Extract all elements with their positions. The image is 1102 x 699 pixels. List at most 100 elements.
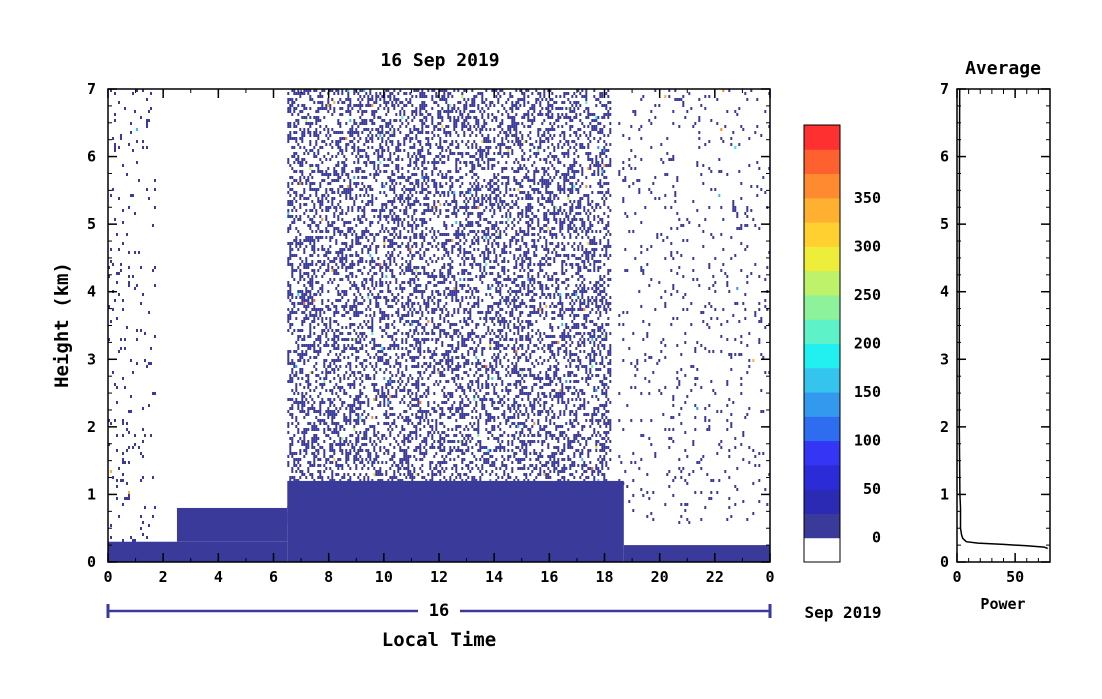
- heatmap-cell: [395, 476, 398, 479]
- heatmap-cell: [309, 218, 312, 221]
- heatmap-cell: [349, 413, 352, 416]
- heatmap-cell: [419, 92, 422, 95]
- heatmap-cell: [339, 359, 342, 362]
- heatmap-cell: [289, 437, 292, 440]
- heatmap-cell: [423, 440, 426, 443]
- heatmap-cell: [301, 392, 304, 395]
- heatmap-cell: [451, 395, 454, 398]
- heatmap-cell: [136, 284, 138, 287]
- heatmap-cell: [333, 404, 336, 407]
- heatmap-cell: [453, 332, 456, 335]
- heatmap-cell: [457, 308, 460, 311]
- heatmap-cell: [371, 383, 374, 386]
- heatmap-cell: [369, 326, 372, 329]
- heatmap-cell: [291, 263, 294, 266]
- heatmap-cell: [439, 314, 442, 317]
- heatmap-cell: [449, 143, 452, 146]
- heatmap-cell: [329, 239, 332, 242]
- heatmap-cell: [299, 95, 302, 98]
- heatmap-cell: [327, 428, 330, 431]
- heatmap-cell: [309, 314, 312, 317]
- heatmap-cell: [319, 107, 322, 110]
- heatmap-cell: [379, 317, 382, 320]
- heatmap-cell: [415, 113, 418, 116]
- heatmap-cell: [369, 278, 372, 281]
- heatmap-cell: [445, 401, 448, 404]
- heatmap-cell: [421, 107, 424, 110]
- heatmap-cell: [305, 443, 308, 446]
- heatmap-cell: [453, 116, 456, 119]
- heatmap-cell: [359, 431, 362, 434]
- heatmap-cell: [347, 131, 350, 134]
- heatmap-cell: [305, 203, 308, 206]
- heatmap-cell: [435, 380, 438, 383]
- heatmap-cell: [389, 92, 392, 95]
- heatmap-cell: [337, 290, 340, 293]
- heatmap-cell: [365, 92, 368, 95]
- heatmap-cell: [339, 380, 342, 383]
- heatmap-cell: [397, 215, 400, 218]
- heatmap-cell: [469, 128, 472, 131]
- heatmap-cell: [337, 431, 340, 434]
- heatmap-cell: [465, 320, 468, 323]
- heatmap-cell: [353, 89, 356, 92]
- heatmap-cell: [473, 242, 476, 245]
- heatmap-cell: [317, 197, 320, 200]
- heatmap-cell: [419, 419, 422, 422]
- heatmap-cell: [351, 263, 354, 266]
- heatmap-cell: [315, 122, 318, 125]
- heatmap-cell: [403, 323, 406, 326]
- heatmap-cell: [415, 446, 418, 449]
- heatmap-cell: [319, 230, 322, 233]
- heatmap-cell: [403, 449, 406, 452]
- heatmap-cell: [385, 194, 388, 197]
- heatmap-cell: [345, 236, 348, 239]
- heatmap-cell: [377, 404, 380, 407]
- heatmap-cell: [289, 398, 292, 401]
- heatmap-cell: [307, 347, 310, 350]
- heatmap-cell: [447, 293, 450, 296]
- heatmap-cell: [453, 401, 456, 404]
- heatmap-cell: [333, 332, 336, 335]
- heatmap-cell: [297, 428, 300, 431]
- heatmap-cell: [365, 434, 368, 437]
- heatmap-cell: [437, 302, 440, 305]
- heatmap-cell: [329, 206, 332, 209]
- heatmap-cell: [313, 461, 316, 464]
- heatmap-cell: [445, 200, 448, 203]
- heatmap-cell: [335, 299, 338, 302]
- heatmap-cell: [447, 332, 450, 335]
- heatmap-cell: [401, 461, 404, 464]
- heatmap-cell: [367, 158, 370, 161]
- heatmap-cell: [299, 275, 302, 278]
- heatmap-cell: [369, 137, 372, 140]
- heatmap-cell: [427, 332, 430, 335]
- heatmap-cell: [299, 194, 302, 197]
- heatmap-cell: [421, 314, 424, 317]
- heatmap-cell: [331, 461, 334, 464]
- heatmap-cell: [435, 467, 438, 470]
- heatmap-cell: [144, 359, 146, 362]
- heatmap-cell: [291, 455, 294, 458]
- heatmap-cell: [375, 284, 378, 287]
- heatmap-cell: [419, 416, 422, 419]
- heatmap-cell: [437, 404, 440, 407]
- heatmap-cell: [323, 254, 326, 257]
- heatmap-cell: [375, 101, 378, 104]
- heatmap-cell: [311, 200, 314, 203]
- heatmap-cell: [293, 122, 296, 125]
- heatmap-cell: [449, 110, 452, 113]
- heatmap-cell: [417, 416, 420, 419]
- heatmap-cell: [343, 188, 346, 191]
- heatmap-cell: [315, 140, 318, 143]
- heatmap-cell: [301, 470, 304, 473]
- heatmap-cell: [311, 278, 314, 281]
- heatmap-cell: [150, 347, 152, 350]
- heatmap-cell: [293, 191, 296, 194]
- heatmap-cell: [467, 311, 470, 314]
- heatmap-cell: [423, 362, 426, 365]
- heatmap-cell: [297, 329, 300, 332]
- heatmap-cell: [431, 356, 434, 359]
- heatmap-cell: [473, 260, 476, 263]
- heatmap-cell: [471, 101, 474, 104]
